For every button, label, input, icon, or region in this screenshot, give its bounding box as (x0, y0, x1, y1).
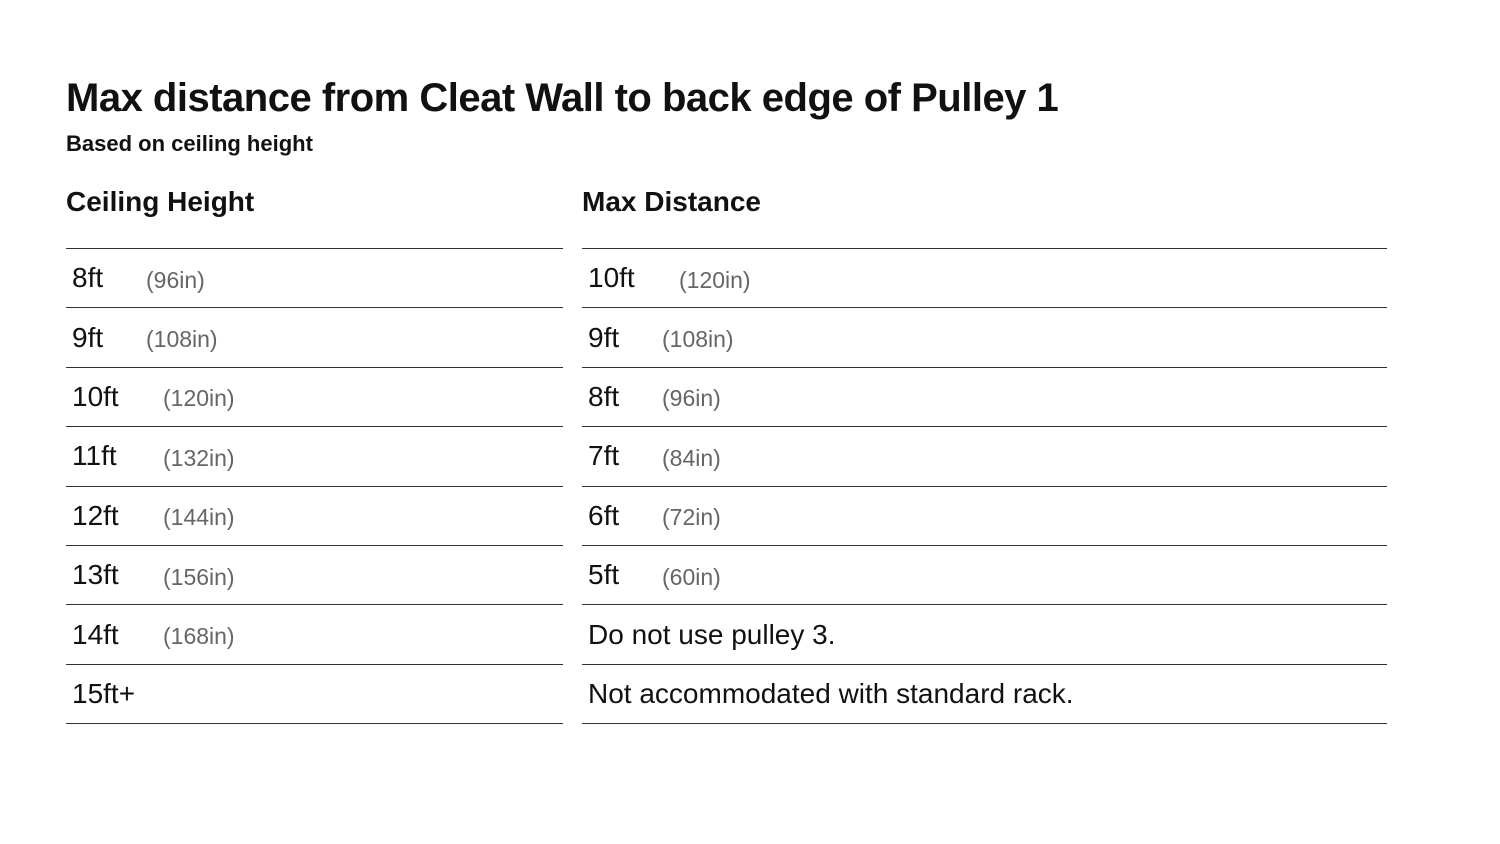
table-row: 9ft (108in) (582, 308, 1387, 368)
ceiling-height-ft: 11ft (72, 440, 117, 472)
page-subtitle: Based on ceiling height (66, 131, 313, 156)
table-row: 12ft (144in) (66, 487, 563, 546)
ceiling-height-in: (144in) (163, 504, 235, 531)
table-row: 13ft (156in) (66, 546, 563, 606)
max-distance-in: (96in) (662, 385, 721, 412)
ceiling-height-ft: 10ft (72, 380, 119, 412)
max-distance-header: Max Distance (582, 183, 1387, 249)
ceiling-height-ft: 9ft (72, 321, 104, 353)
table-row: 5ft (60in) (582, 546, 1387, 606)
table-row: 8ft (96in) (582, 368, 1387, 428)
ceiling-height-header: Ceiling Height (66, 183, 563, 249)
max-distance-ft: 6ft (588, 499, 620, 531)
page-title: Max distance from Cleat Wall to back edg… (66, 76, 1059, 120)
table-row: 9ft (108in) (66, 308, 563, 368)
table-row: 7ft (84in) (582, 427, 1387, 487)
table-row: Do not use pulley 3. (582, 605, 1387, 665)
table-row: 8ft (96in) (66, 249, 563, 309)
ceiling-height-column: Ceiling Height 8ft (96in) 9ft (108in) 10… (66, 183, 563, 725)
max-distance-in: (108in) (662, 326, 734, 353)
max-distance-ft: 8ft (588, 380, 620, 412)
ceiling-height-in: (108in) (146, 326, 218, 353)
table-row: 10ft (120in) (582, 249, 1387, 309)
ceiling-height-in: (120in) (163, 385, 235, 412)
max-distance-ft: 5ft (588, 559, 620, 591)
table-row: Not accommodated with standard rack. (582, 665, 1387, 725)
max-distance-column: Max Distance 10ft (120in) 9ft (108in) 8f… (582, 183, 1387, 725)
ceiling-height-ft: 15ft+ (72, 677, 136, 709)
table-row: 10ft (120in) (66, 368, 563, 428)
table-row: 15ft+ (66, 665, 563, 725)
ceiling-height-in: (96in) (146, 266, 205, 293)
table-row: 11ft (132in) (66, 427, 563, 487)
table-row: 14ft (168in) (66, 605, 563, 665)
max-distance-note: Do not use pulley 3. (588, 618, 836, 650)
max-distance-in: (120in) (679, 266, 751, 293)
ceiling-height-in: (132in) (163, 444, 235, 471)
max-distance-ft: 9ft (588, 321, 620, 353)
ceiling-height-in: (168in) (163, 623, 235, 650)
max-distance-note: Not accommodated with standard rack. (588, 677, 1074, 709)
max-distance-ft: 10ft (588, 262, 635, 294)
ceiling-height-ft: 13ft (72, 559, 119, 591)
max-distance-in: (84in) (662, 444, 721, 471)
table-row: 6ft (72in) (582, 487, 1387, 546)
ceiling-height-ft: 12ft (72, 499, 119, 531)
ceiling-height-in: (156in) (163, 563, 235, 590)
max-distance-in: (60in) (662, 563, 721, 590)
ceiling-height-ft: 14ft (72, 618, 119, 650)
ceiling-height-ft: 8ft (72, 262, 104, 294)
max-distance-in: (72in) (662, 504, 721, 531)
max-distance-ft: 7ft (588, 440, 620, 472)
